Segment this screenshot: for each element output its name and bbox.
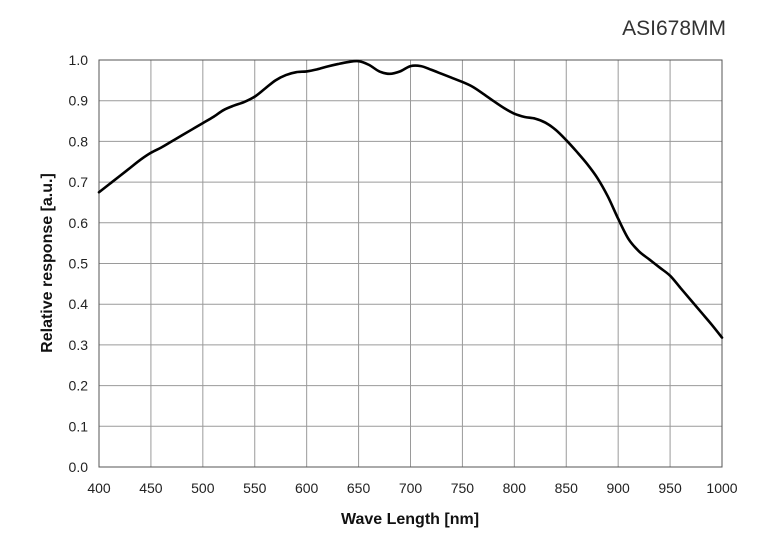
- y-tick-label: 0.2: [69, 378, 89, 394]
- x-tick-label: 750: [451, 480, 475, 496]
- y-tick-label: 0.7: [69, 174, 89, 190]
- chart-title: ASI678MM: [622, 17, 726, 40]
- x-tick-label: 850: [555, 480, 579, 496]
- x-tick-label: 500: [191, 480, 215, 496]
- x-tick-label: 950: [658, 480, 682, 496]
- tick-labels: 400 450 500 550 600 650 700 750 800 850 900 950 1000…: [69, 52, 738, 496]
- x-tick-label: 550: [243, 480, 267, 496]
- x-tick-label: 900: [606, 480, 630, 496]
- y-tick-label: 0.5: [69, 256, 89, 272]
- x-tick-label: 400: [87, 480, 111, 496]
- x-tick-label: 600: [295, 480, 319, 496]
- y-tick-label: 0.9: [69, 93, 89, 109]
- x-tick-label: 700: [399, 480, 423, 496]
- y-tick-label: 0.6: [69, 215, 89, 231]
- y-tick-label: 0.8: [69, 133, 89, 149]
- response-curve: [97, 59, 724, 339]
- plot-frame: [98, 59, 723, 468]
- x-axis-label: Wave Length [nm]: [341, 511, 479, 528]
- y-tick-label: 1.0: [69, 52, 89, 68]
- y-tick-label: 0.4: [69, 296, 89, 312]
- x-tick-label: 650: [347, 480, 371, 496]
- grid-lines: [98, 59, 723, 468]
- x-tick-label: 1000: [706, 480, 737, 496]
- y-axis-label: Relative response [a.u.]: [39, 173, 56, 353]
- y-tick-label: 0.3: [69, 337, 89, 353]
- x-tick-label: 450: [139, 480, 163, 496]
- y-tick-label: 0.1: [69, 418, 89, 434]
- y-tick-label: 0.0: [69, 459, 89, 475]
- x-tick-label: 800: [503, 480, 527, 496]
